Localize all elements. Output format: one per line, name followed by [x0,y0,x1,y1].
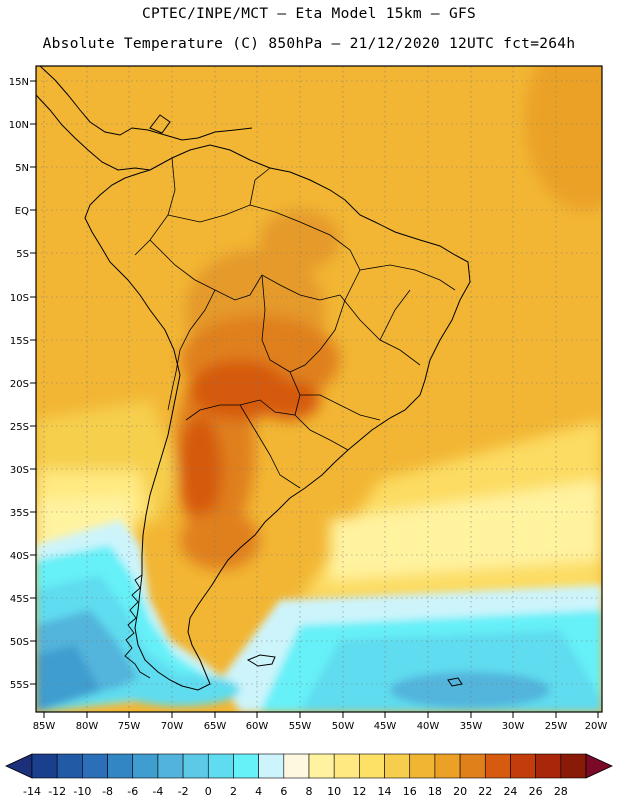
lon-label: 45W [374,721,397,732]
colorbar-cell [207,753,234,779]
lat-label: EQ [15,206,29,217]
colorbar-left-arrow [5,753,33,779]
map-frame [35,65,603,713]
colorbar-cell [535,753,562,779]
colorbar-label: -4 [152,785,163,798]
lat-label: 45S [10,594,29,605]
lon-label: 65W [204,721,227,732]
lon-label: 80W [76,721,99,732]
lat-label: 55S [10,680,29,691]
colorbar-cell [233,753,259,779]
longitude-labels: 85W 80W 75W 70W 65W 60W 55W 50W 45W 40W … [33,721,608,732]
colorbar-label: 16 [403,785,417,798]
lat-label: 50S [10,637,29,648]
country-borders [134,157,456,489]
lon-label: 55W [289,721,312,732]
colorbar-cell [283,753,310,779]
colorbar: -14 -12 -10 -8 -6 -4 -2 0 2 4 6 8 10 12 14 16 18 20 22 24 26… [5,753,613,798]
colorbar-label: 20 [453,785,467,798]
colorbar-label: 4 [255,785,262,798]
lon-label: 85W [33,721,56,732]
lon-label: 20W [585,721,608,732]
colorbar-cell [258,753,285,779]
colorbar-labels: -14 -12 -10 -8 -6 -4 -2 0 2 4 6 8 10 12 14 16 18 20 22 24 26… [23,785,568,798]
falkland-islands [246,654,276,667]
colorbar-cell [31,753,58,779]
lat-label: 20S [10,379,29,390]
colorbar-cell [182,753,209,779]
colorbar-label: 8 [306,785,313,798]
caribbean-coastline [39,66,253,141]
colorbar-cell [82,753,108,779]
lon-label: 50W [332,721,355,732]
lon-label: 25W [545,721,568,732]
colorbar-cell [359,753,385,779]
colorbar-cell [484,753,511,779]
latitude-labels: 15N 10N 5N EQ 5S 10S 15S 20S 25S 30S 35S… [9,77,29,691]
colorbar-right-arrow [585,753,613,779]
colorbar-label: -10 [73,785,91,798]
colorbar-label: -8 [102,785,113,798]
lon-label: 75W [118,721,141,732]
colorbar-label: 28 [554,785,568,798]
temperature-field [36,66,602,712]
colorbar-label: 24 [503,785,517,798]
colorbar-cell [560,753,587,779]
lon-label: 40W [417,721,440,732]
lat-label: 40S [10,551,29,562]
colorbar-label: 2 [230,785,237,798]
colorbar-label: -6 [127,785,138,798]
colorbar-label: 12 [352,785,366,798]
lat-label: 15N [9,77,29,88]
colorbar-label: -12 [48,785,66,798]
central-america-coastline [36,94,151,171]
colorbar-cell [308,753,335,779]
axis-ticks [30,80,599,718]
map-title-line-1: CPTEC/INPE/MCT – Eta Model 15km – GFS [141,6,477,22]
lon-label: 60W [246,721,269,732]
map-title-line-2: Absolute Temperature (C) 850hPa – 21/12/… [42,36,576,52]
colorbar-cell [510,753,536,779]
colorbar-label: 22 [478,785,492,798]
lat-label: 25S [10,422,29,433]
lat-label: 10S [10,293,29,304]
colorbar-label: 14 [378,785,392,798]
lat-label: 30S [10,465,29,476]
lat-label: 10N [9,120,29,131]
colorbar-cells [31,753,587,779]
colorbar-cell [157,753,184,779]
colorbar-cell [56,753,83,779]
lat-label: 5N [15,163,29,174]
colorbar-label: 26 [529,785,543,798]
colorbar-cell [107,753,134,779]
lon-label: 70W [161,721,184,732]
south-america-coastline [84,144,471,691]
colorbar-label: 18 [428,785,442,798]
colorbar-label: -14 [23,785,41,798]
colorbar-label: 6 [280,785,287,798]
colorbar-cell [459,753,486,779]
colorbar-cell [384,753,411,779]
lon-label: 35W [460,721,483,732]
colorbar-label: 10 [327,785,341,798]
colorbar-cell [434,753,461,779]
lat-label: 35S [10,508,29,519]
lat-label: 15S [10,336,29,347]
colorbar-cell [409,753,436,779]
colorbar-label: -2 [178,785,189,798]
colorbar-cell [333,753,360,779]
lat-label: 5S [16,249,29,260]
colorbar-cell [132,753,159,779]
colorbar-label: 0 [205,785,212,798]
lon-label: 30W [502,721,525,732]
